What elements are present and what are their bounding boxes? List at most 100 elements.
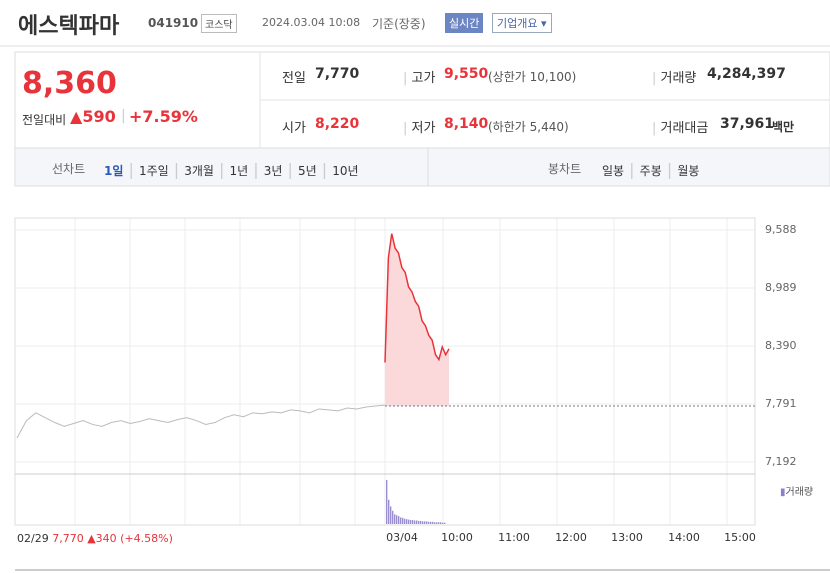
- volume-bar: [424, 521, 426, 524]
- stat-value: 8,220: [315, 116, 360, 132]
- volume-bar: [436, 522, 438, 524]
- tab-group: 1일 | 1주일 | 3개월 | 1년 | 3년 | 5년 | 10년: [104, 160, 359, 179]
- y-tick-label: 8,989: [765, 281, 797, 294]
- sep: |: [123, 160, 139, 179]
- sep: |: [661, 160, 678, 179]
- change-label: 전일대비: [22, 113, 67, 127]
- stat-value: 8,140: [444, 116, 489, 132]
- sep: |: [248, 160, 264, 179]
- x-tick-label: 12:00: [555, 531, 587, 544]
- stat-label: 거래대금: [660, 121, 709, 136]
- price-line: [384, 233, 450, 363]
- stat-label: 전일: [282, 71, 306, 86]
- x-tick-label: 14:00: [668, 531, 700, 544]
- volume-bar: [426, 521, 428, 524]
- price: 8,360: [22, 66, 117, 101]
- change-value: 590: [82, 107, 116, 126]
- period-tab[interactable]: 5년: [298, 164, 317, 178]
- stat-label: 고가: [411, 71, 436, 86]
- period-tab[interactable]: 1주일: [138, 164, 169, 178]
- stat-note: (하한가 5,440): [488, 120, 569, 134]
- y-tick-label: 8,390: [765, 339, 797, 352]
- period-tab[interactable]: 1일: [104, 164, 124, 178]
- ref-change: ▲340 (+4.58%): [87, 532, 173, 545]
- sep: |: [624, 160, 640, 179]
- volume-bar: [420, 520, 422, 524]
- period-tab[interactable]: 월봉: [677, 164, 700, 178]
- volume-bar: [410, 520, 412, 524]
- period-tab[interactable]: 3년: [263, 164, 283, 178]
- sep: |: [121, 108, 126, 124]
- stat-note: (상한가 10,100): [488, 70, 577, 84]
- volume-bar: [404, 518, 406, 524]
- area: [385, 233, 449, 407]
- stat-label: 저가: [411, 121, 436, 136]
- period-tab[interactable]: 3개월: [184, 164, 214, 178]
- x-tick-label: 15:00: [724, 531, 756, 544]
- tab-bar: [14, 147, 830, 187]
- volume-bar: [416, 520, 418, 524]
- stat-unit: 백만: [772, 120, 795, 134]
- volume-bar: [412, 520, 414, 524]
- x-tick-label: 10:00: [441, 531, 473, 544]
- y-tick-label: 9,588: [765, 223, 797, 236]
- ref-date: 02/29: [17, 532, 49, 545]
- volume-bar: [434, 522, 436, 524]
- datetime: 2024.03.04 10:08: [262, 16, 361, 29]
- x-tick-label: 11:00: [498, 531, 530, 544]
- stock-name: 에스텍파마: [18, 13, 120, 39]
- stat-value: 37,961: [720, 116, 775, 132]
- tab-label: 선차트: [52, 162, 86, 176]
- sep: |: [213, 160, 230, 179]
- y-tick-label: 7,791: [765, 397, 797, 410]
- y-tick-label: 7,192: [765, 455, 797, 468]
- ref-change-pct: (+4.58%): [120, 532, 173, 545]
- volume-bar: [428, 521, 430, 524]
- x-tick-label: 13:00: [611, 531, 643, 544]
- stock-code: 041910: [148, 16, 199, 30]
- volume-bar: [394, 514, 396, 524]
- volume-bar: [406, 519, 408, 524]
- stat-value: 7,770: [315, 66, 360, 82]
- volume-bar: [418, 520, 420, 524]
- volume-bar: [388, 499, 390, 524]
- volume-bar: [422, 521, 424, 524]
- period-tab[interactable]: 1년: [229, 164, 249, 178]
- period-tab[interactable]: 10년: [332, 164, 359, 178]
- reference-footer: 02/29 7,770 ▲340 (+4.58%): [17, 532, 173, 545]
- ref-change-value: 340: [95, 532, 117, 545]
- realtime-button[interactable]: 실시간: [445, 13, 484, 33]
- price-line: [16, 404, 386, 439]
- period-tab[interactable]: 일봉: [602, 164, 625, 178]
- volume-bar: [396, 515, 398, 524]
- stat-label: 시가: [282, 121, 306, 136]
- volume-bar: [414, 520, 416, 524]
- volume-bar: [430, 521, 432, 524]
- volume-bar: [390, 506, 392, 524]
- x-tick-label: 03/04: [386, 531, 418, 544]
- company-info: 기업개요: [497, 17, 538, 30]
- volume-bar: [440, 522, 442, 524]
- stat-value: 9,550: [444, 66, 489, 82]
- volume-bar: [438, 522, 440, 524]
- stat-label: 거래량: [660, 71, 697, 86]
- company-info-button[interactable]: 기업개요 ▾: [492, 13, 552, 33]
- volume-bar: [444, 522, 446, 524]
- volume-label: 거래량: [785, 487, 814, 498]
- volume-bar: [402, 517, 404, 524]
- sep: |: [282, 160, 299, 179]
- volume-bar: [432, 521, 434, 524]
- ref-close: 7,770: [52, 532, 84, 545]
- volume-legend: ▮거래량: [780, 487, 814, 498]
- volume-bar: [392, 510, 394, 524]
- volume-bar: [400, 517, 402, 524]
- volume-bar: [442, 522, 444, 524]
- plot-frame: [14, 217, 756, 526]
- change: ▲590: [70, 107, 116, 126]
- change-pct: +7.59%: [129, 107, 198, 126]
- volume-bar: [398, 516, 400, 524]
- period-tab[interactable]: 주봉: [639, 164, 662, 178]
- tab-label: 봉차트: [548, 162, 582, 176]
